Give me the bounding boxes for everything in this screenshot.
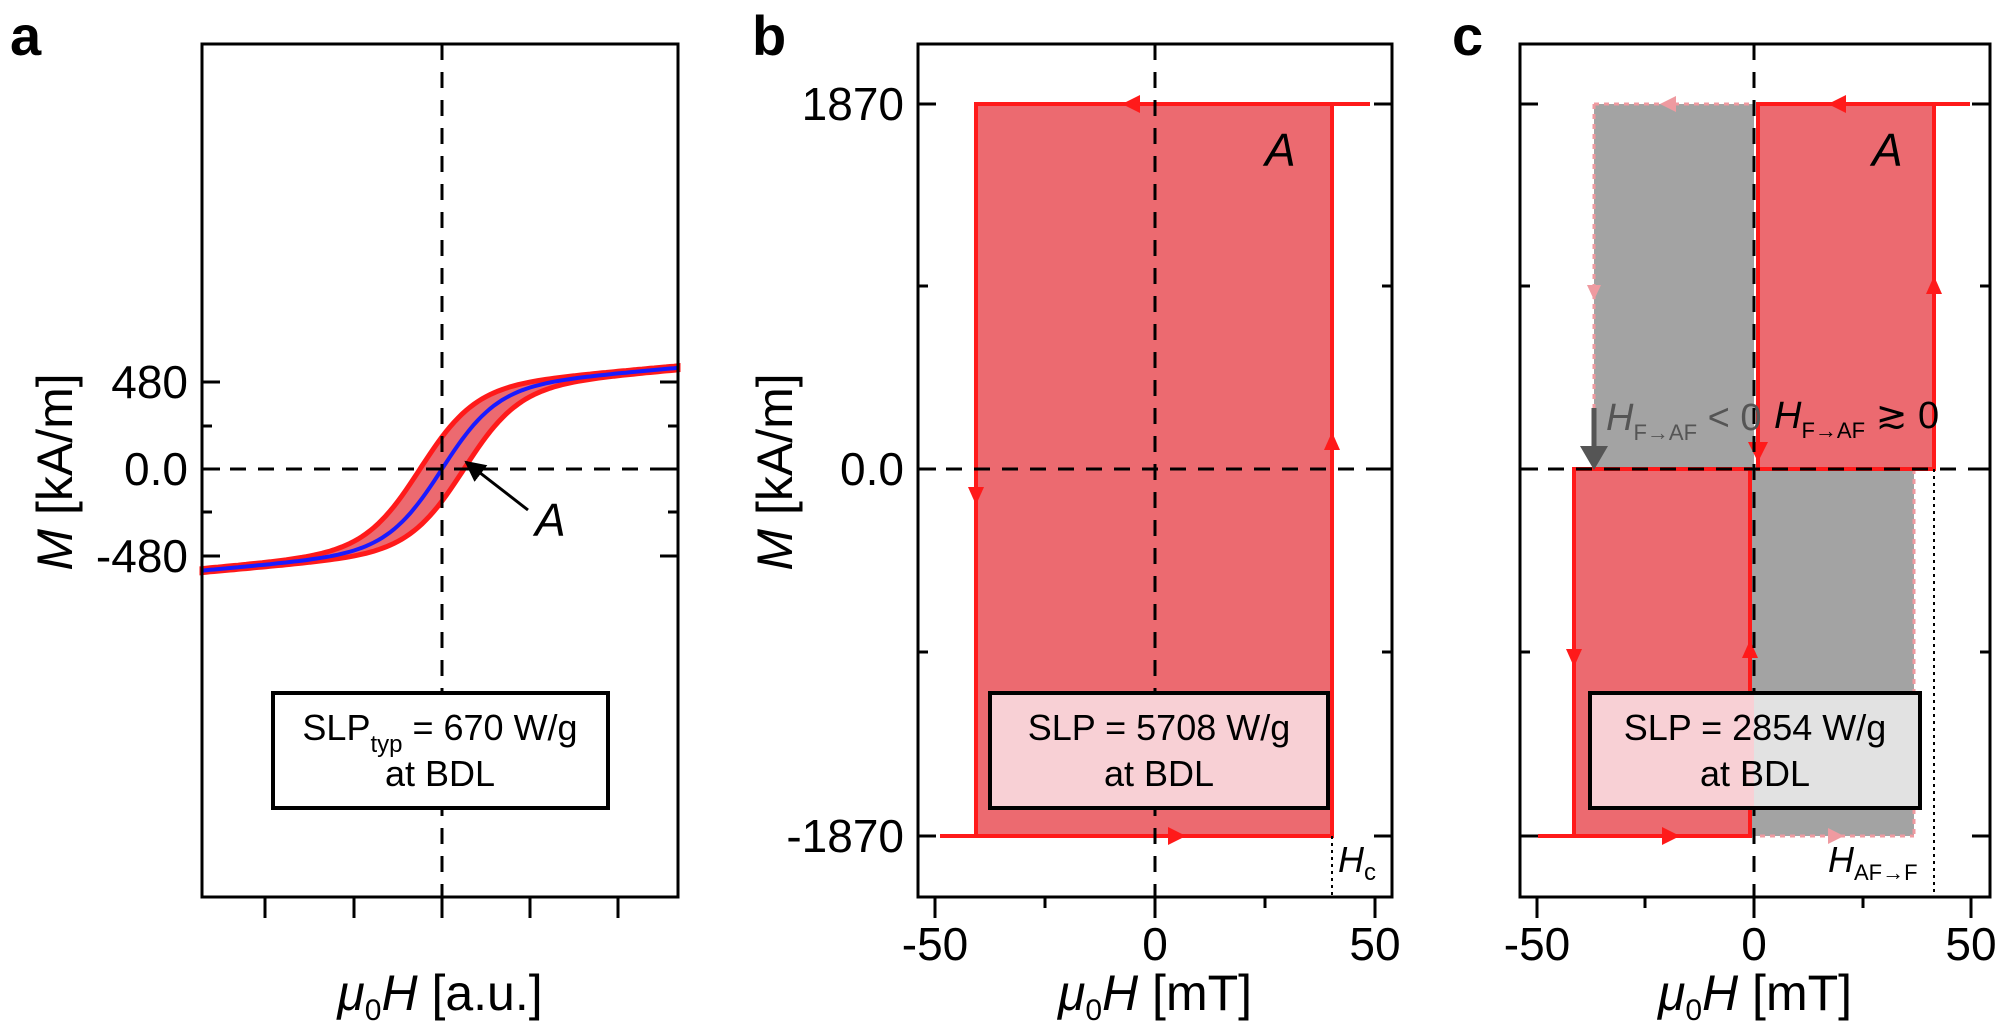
- xtick-b-50: 50: [1349, 918, 1400, 970]
- slp-line2-c: at BDL: [1700, 753, 1810, 794]
- ylabel-a: M [kA/m]: [27, 373, 83, 570]
- panel-a: a 480 0.0 -480 A SLPtyp = 670 W/g: [10, 4, 681, 1027]
- panel-label-a: a: [10, 4, 42, 67]
- loop-arrow-right-b: [1324, 432, 1340, 450]
- loop-arrow-top-c: [1828, 95, 1846, 113]
- ytick-b-1870: 1870: [802, 78, 904, 130]
- slp-box-c-left: [1590, 693, 1754, 808]
- panel-b: b Hc A 1870 0.0: [747, 4, 1401, 1027]
- slp-box-c: [1588, 691, 1922, 810]
- xtick-b-0: 0: [1142, 918, 1168, 970]
- loop-arrow-right-c: [1926, 276, 1942, 294]
- slp-line2-b: at BDL: [1104, 753, 1214, 794]
- faded-arrow-bottom-c: [1828, 828, 1844, 844]
- xtick-c-neg50: -50: [1504, 918, 1570, 970]
- loop-arrow-left-b: [968, 487, 984, 505]
- xlabel-b: μ0H [mT]: [1056, 965, 1252, 1027]
- slp-line1-a: SLPtyp = 670 W/g: [302, 707, 577, 758]
- loop-arrow-bottom-b: [1168, 827, 1186, 845]
- haf-label-c: HAF→F: [1828, 839, 1918, 885]
- slp-box-c-right: [1754, 693, 1920, 808]
- slp-line1-b: SLP = 5708 W/g: [1028, 707, 1291, 748]
- gray-area-upper-c: [1594, 104, 1754, 469]
- yticks-a: [202, 380, 678, 918]
- ytick-a-480: 480: [111, 356, 188, 408]
- annotation-arrow-a: [464, 460, 529, 512]
- annotation-a: A: [532, 494, 566, 546]
- xlabel-c: μ0H [mT]: [1656, 965, 1852, 1027]
- hfaf-pos-label-c: HF→AF ≳ 0: [1774, 395, 1939, 443]
- loop-arrow-left-c: [1566, 649, 1582, 667]
- ytick-a-0: 0.0: [124, 443, 188, 495]
- anhysteretic-curve-a: [201, 365, 679, 573]
- ticks-c: [1520, 102, 1990, 918]
- gray-arrow-head-c: [1580, 446, 1608, 470]
- ylabel-b: M [kA/m]: [747, 373, 803, 570]
- xtick-c-50: 50: [1945, 918, 1996, 970]
- ytick-a-neg480: -480: [96, 530, 188, 582]
- xtick-b-neg50: -50: [902, 918, 968, 970]
- panel-label-b: b: [752, 4, 786, 67]
- loop-arrow-bottom-c: [1662, 827, 1680, 845]
- ytick-b-0: 0.0: [840, 443, 904, 495]
- xtick-c-0: 0: [1741, 918, 1767, 970]
- hfaf-neg-label-c: HF→AF < 0: [1606, 397, 1761, 445]
- slp-line2-a: at BDL: [385, 753, 495, 794]
- faded-arrow-left-c: [1587, 285, 1601, 300]
- hc-label-b: Hc: [1338, 839, 1376, 886]
- ticks-b: [918, 102, 1392, 918]
- panel-c: c A HF→AF < 0: [1452, 4, 1997, 1027]
- slp-box-a: [271, 691, 610, 810]
- loop-arrow-mid-lower-c: [1742, 640, 1758, 658]
- slp-box-b: [988, 691, 1330, 810]
- panel-label-c: c: [1452, 4, 1483, 67]
- annotation-b: A: [1262, 124, 1296, 176]
- annotation-c: A: [1869, 124, 1903, 176]
- ytick-b-neg1870: -1870: [786, 810, 904, 862]
- loop-arrow-top-b: [1122, 95, 1140, 113]
- faded-arrow-top-c: [1660, 96, 1676, 112]
- xlabel-a: μ0H [a.u.]: [335, 965, 542, 1027]
- slp-line1-c: SLP = 2854 W/g: [1624, 707, 1887, 748]
